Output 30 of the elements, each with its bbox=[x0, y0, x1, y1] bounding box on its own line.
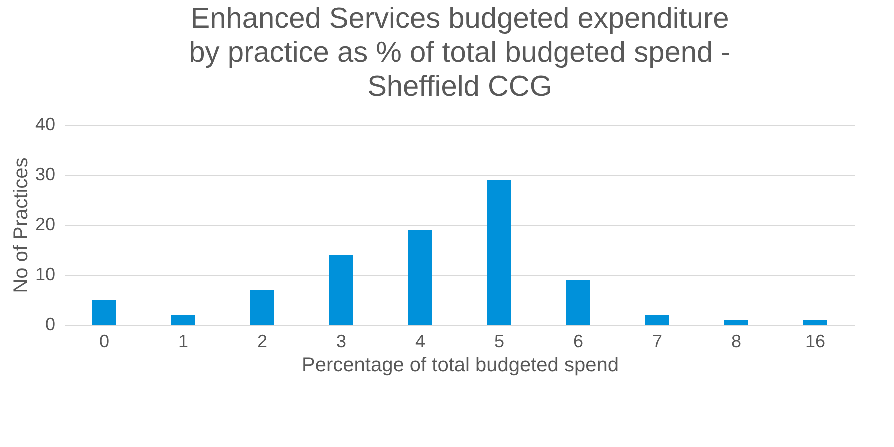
text: by practice as % of total budgeted spend - bbox=[189, 37, 731, 69]
bar bbox=[172, 315, 196, 325]
x-tick-label: 4 bbox=[415, 332, 426, 352]
x-tick-label: 16 bbox=[805, 332, 826, 352]
x-tick-label: 1 bbox=[178, 332, 189, 352]
y-tick-label: 10 bbox=[35, 264, 56, 284]
bar bbox=[724, 320, 748, 325]
bar bbox=[330, 255, 354, 325]
bar bbox=[646, 315, 670, 325]
x-tick-label: 6 bbox=[573, 332, 584, 352]
x-tick-label: 0 bbox=[99, 332, 110, 352]
x-tick-label: 5 bbox=[494, 332, 505, 352]
bar bbox=[408, 230, 432, 325]
y-axis-title: No of Practices bbox=[10, 158, 32, 294]
y-tick-label: 0 bbox=[45, 314, 56, 334]
x-tick-label: 2 bbox=[257, 332, 268, 352]
y-tick-label: 20 bbox=[35, 214, 56, 234]
y-tick-label: 40 bbox=[35, 114, 56, 134]
text: Sheffield CCG bbox=[368, 71, 552, 103]
bar bbox=[566, 280, 590, 325]
bar bbox=[488, 180, 512, 325]
x-tick-label: 7 bbox=[652, 332, 663, 352]
x-tick-label: 8 bbox=[731, 332, 742, 352]
x-axis-title: Percentage of total budgeted spend bbox=[302, 354, 619, 376]
bar bbox=[92, 300, 116, 325]
y-tick-label: 30 bbox=[35, 164, 56, 184]
bar bbox=[250, 290, 274, 325]
x-tick-label: 3 bbox=[336, 332, 347, 352]
bar bbox=[804, 320, 828, 325]
text: Enhanced Services budgeted expenditure bbox=[190, 3, 730, 35]
